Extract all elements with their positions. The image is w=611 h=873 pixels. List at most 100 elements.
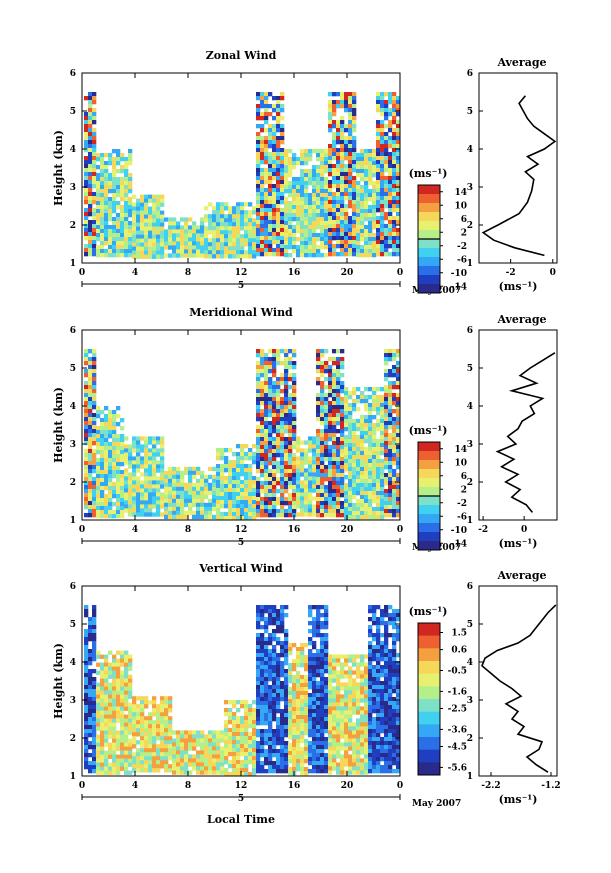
heatmap-cell [216,206,221,211]
heatmap-cell [324,237,329,242]
heatmap-cell [116,754,121,759]
heatmap-cell [272,389,277,394]
heatmap-cell [320,365,325,370]
heatmap-cell [328,513,333,518]
heatmap-cell [120,746,125,751]
heatmap-cell [348,92,353,97]
heatmap-cell [164,712,169,717]
heatmap-cell [272,369,277,374]
heatmap-cell [304,173,309,178]
colorbar-swatch [418,239,440,249]
x-tick-label: 0 [79,268,85,278]
heatmap-cell [212,254,217,259]
heatmap-cell [252,480,257,485]
heatmap-cell [260,661,265,666]
heatmap-cell [380,483,385,488]
heatmap-cell [308,484,313,489]
heatmap-cell [376,439,381,444]
heatmap-cell [332,192,337,197]
heatmap-cell [144,194,149,199]
heatmap-cell [220,754,225,759]
heatmap-cell [352,200,357,205]
heatmap-cell [348,427,353,432]
heatmap-cell [212,486,217,492]
heatmap-cell [140,222,145,227]
heatmap-cell [272,176,277,181]
heatmap-cell [152,768,157,773]
heatmap-cell [88,136,93,141]
heatmap-cell [360,237,365,242]
heatmap-cell [132,468,137,473]
heatmap-cell [92,164,97,169]
heatmap-cell [228,504,233,509]
heatmap-cell [388,509,393,514]
heatmap-cell [272,653,277,658]
heatmap-cell [160,496,165,501]
heatmap-cell [384,413,389,418]
heatmap-cell [168,494,173,500]
heatmap-cell [88,180,93,185]
heatmap-cell [116,169,121,174]
heatmap-cell [352,459,357,464]
heatmap-cell [204,238,209,243]
heatmap-cell [380,491,385,496]
heatmap-cell [152,700,157,705]
heatmap-cell [88,385,93,390]
heatmap-cell [128,762,133,767]
heatmap-cell [112,161,117,166]
heatmap-cell [256,409,261,414]
heatmap-cell [292,177,297,182]
heatmap-cell [384,152,389,157]
heatmap-cell [100,173,105,178]
heatmap-cell [264,689,269,694]
heatmap-cell [112,197,117,202]
heatmap-cell [384,252,389,257]
heatmap-cell [340,248,345,253]
heatmap-cell [324,477,329,482]
heatmap-cell [268,184,273,189]
heatmap-cell [248,238,253,243]
heatmap-cell [148,500,153,505]
heatmap-cell [392,128,397,133]
heatmap-cell [268,252,273,257]
heatmap-cell [388,449,393,454]
heatmap-cell [384,112,389,117]
heatmap-cell [168,229,173,234]
heatmap-cell [216,222,221,227]
heatmap-cell [128,746,133,751]
heatmap-cell [360,435,365,440]
heatmap-cell [264,749,269,754]
heatmap-cell [96,718,101,723]
heatmap-cell [116,762,121,767]
heatmap-cell [148,234,153,239]
heatmap-cell [252,226,257,231]
heatmap-cell [92,252,97,257]
heatmap-cell [272,633,277,638]
heatmap-cell [116,738,121,743]
avg-y-tick-label: 6 [467,69,473,79]
avg-y-tick-label: 1 [467,259,473,269]
heatmap-cell [256,481,261,486]
heatmap-cell [352,431,357,436]
heatmap-cell [120,237,125,242]
heatmap-cell [320,241,325,246]
heatmap-cell [308,213,313,218]
heatmap-cell [128,213,133,218]
heatmap-cell [96,446,101,451]
heatmap-cell [336,204,341,209]
heatmap-cell [156,484,161,489]
heatmap-cell [256,232,261,237]
heatmap-cell [344,407,349,412]
heatmap-cell [108,225,113,230]
heatmap-cell [388,497,393,502]
heatmap-cell [312,181,317,186]
heatmap-cell [332,216,337,221]
heatmap-cell [328,216,333,221]
heatmap-cell [144,250,149,255]
heatmap-cell [244,700,249,705]
heatmap-cell [396,449,401,454]
heatmap-cell [124,169,129,174]
y-tick-label: 1 [70,516,76,526]
heatmap-cell [200,730,205,735]
heatmap-cell [344,447,349,452]
